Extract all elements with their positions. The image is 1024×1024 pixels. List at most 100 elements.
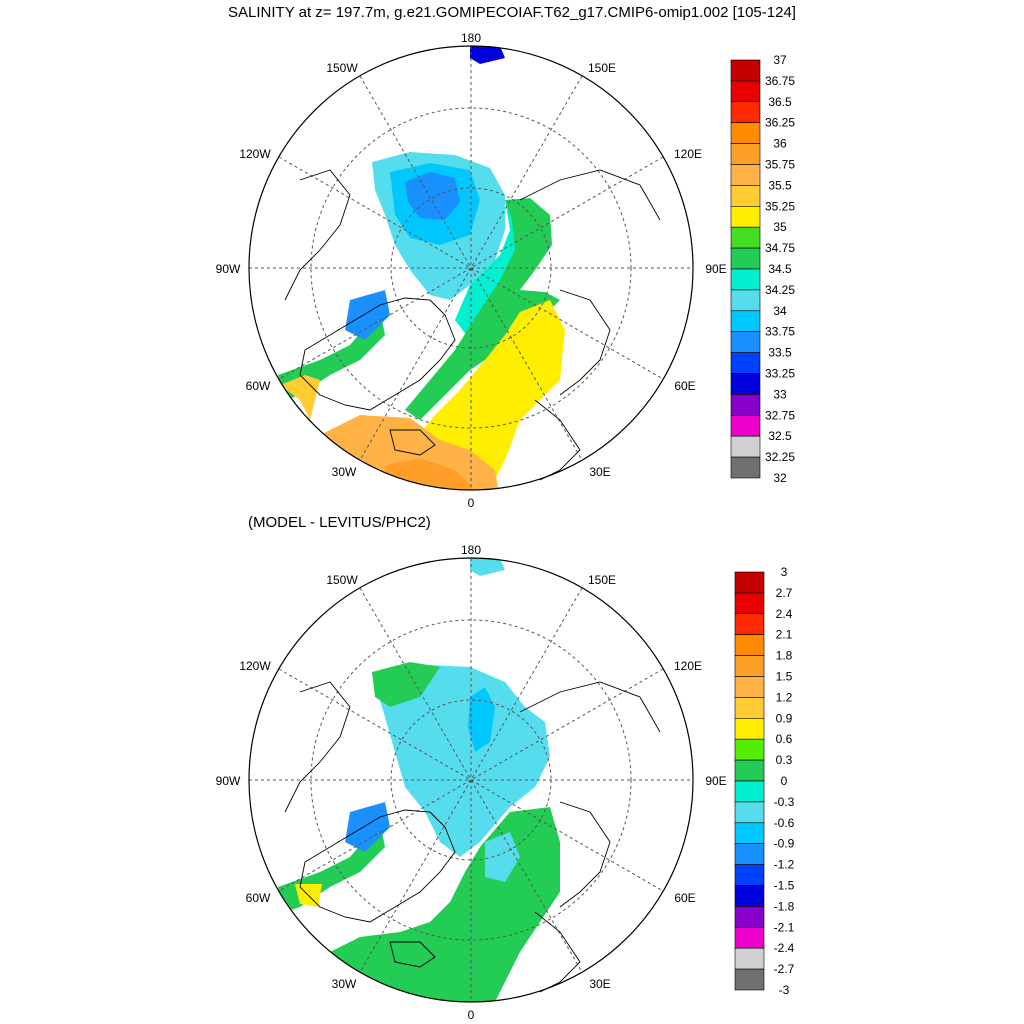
salinity-region-bering <box>470 46 505 64</box>
colorbar-swatch <box>734 592 765 615</box>
diff-region-lomonosov <box>468 687 495 752</box>
colorbar-tick-label: -0.6 <box>774 816 795 830</box>
diff-region-bering <box>470 558 505 576</box>
lon-label-0: 0 <box>468 1008 475 1022</box>
colorbar-tick-label: 36 <box>773 137 787 151</box>
colorbar-swatch <box>730 435 761 458</box>
colorbar-tick-label: -2.4 <box>774 941 795 955</box>
colorbar-tick-label: 0.3 <box>776 753 793 767</box>
colorbar-tick-label: 1.5 <box>776 670 793 684</box>
colorbar-swatch <box>730 122 761 144</box>
colorbar-swatch <box>730 268 761 291</box>
colorbar-tick-label: 0 <box>781 774 788 788</box>
difference-map-panel: 180 0 150W 150E 120W 120E 90W 90E 60W 60… <box>216 543 795 1022</box>
colorbar-swatch <box>734 822 765 844</box>
colorbar-tick-label: 33 <box>773 387 787 401</box>
colorbar-tick-label: -2.1 <box>774 920 795 934</box>
colorbar-swatch <box>734 676 765 698</box>
lon-label-60w: 60W <box>246 891 271 905</box>
colorbar-tick-label: 32.5 <box>768 429 792 443</box>
difference-map-fields <box>278 558 560 1002</box>
colorbar-swatch <box>730 164 761 186</box>
colorbar-tick-label: -2.7 <box>774 962 795 976</box>
colorbar-tick-label: 33.25 <box>765 367 795 381</box>
colorbar-swatch <box>730 143 761 165</box>
colorbar-tick-label: 1.8 <box>776 649 793 663</box>
colorbar-tick-label: 35.75 <box>765 158 795 172</box>
lon-label-150w: 150W <box>326 61 358 75</box>
salinity-region-barents <box>415 300 565 490</box>
salinity-region-laptev <box>405 198 560 420</box>
colorbar-tick-label: 0.6 <box>776 732 793 746</box>
colorbar-swatch <box>734 613 765 636</box>
diff-region-baffin-shelf <box>345 802 390 852</box>
colorbar-swatch <box>730 373 761 395</box>
colorbar-swatch <box>730 226 761 249</box>
colorbar-tick-label: 2.7 <box>776 586 793 600</box>
colorbar-swatch <box>730 185 761 207</box>
colorbar-swatch <box>734 697 765 719</box>
colorbar-tick-label: 32 <box>773 471 787 485</box>
colorbar-tick-label: 0.9 <box>776 711 793 725</box>
colorbar-tick-label: 34 <box>773 304 787 318</box>
colorbar-tick-label: 37 <box>773 53 787 67</box>
salinity-map-panel: 180 0 150W 150E 120W 120E 90W 90E 60W 60… <box>216 31 796 510</box>
lon-label-0: 0 <box>468 496 475 510</box>
colorbar-tick-label: -0.3 <box>774 795 795 809</box>
salinity-region-baffin-shelf <box>345 290 390 340</box>
colorbar-tick-label: -0.9 <box>774 837 795 851</box>
colorbar-tick-label: 33.75 <box>765 325 795 339</box>
colorbar-tick-label: 32.25 <box>765 450 795 464</box>
salinity-map-boundary <box>248 45 694 491</box>
colorbar-swatch <box>730 59 761 82</box>
salinity-colorbar: 37 36.75 36.5 36.25 36 35.75 35.5 35.25 35 34.75 3… <box>730 53 795 485</box>
colorbar-swatch <box>734 801 765 824</box>
colorbar-swatch <box>734 843 765 865</box>
lon-label-60w: 60W <box>246 379 271 393</box>
colorbar-tick-label: -3 <box>779 983 790 997</box>
colorbar-swatch <box>734 864 765 886</box>
colorbar-tick-label: -1.5 <box>774 879 795 893</box>
lon-label-90e: 90E <box>705 262 726 276</box>
diff-region-beaufort-green <box>372 662 440 707</box>
colorbar-swatch <box>734 655 765 677</box>
lon-label-30w: 30W <box>332 465 357 479</box>
lon-label-150w: 150W <box>326 573 358 587</box>
lon-label-180: 180 <box>461 31 481 45</box>
colorbar-tick-label: 33.5 <box>768 346 792 360</box>
colorbar-swatch <box>734 571 765 594</box>
colorbar-tick-label: 3 <box>781 565 788 579</box>
lon-label-90e: 90E <box>705 774 726 788</box>
colorbar-tick-label: 35.25 <box>765 199 795 213</box>
salinity-coastlines <box>284 169 661 481</box>
colorbar-swatch <box>734 968 765 991</box>
lon-label-180: 180 <box>461 543 481 557</box>
colorbar-tick-label: -1.2 <box>774 858 795 872</box>
colorbar-swatch <box>734 780 765 803</box>
colorbar-tick-label: 36.25 <box>765 116 795 130</box>
colorbar-tick-label: 2.1 <box>776 628 793 642</box>
lon-label-120w: 120W <box>239 659 271 673</box>
difference-longitude-labels: 180 0 150W 150E 120W 120E 90W 90E 60W 60… <box>216 543 727 1022</box>
colorbar-tick-label: 35 <box>773 220 787 234</box>
colorbar-tick-label: 2.4 <box>776 607 793 621</box>
lon-label-150e: 150E <box>588 61 616 75</box>
difference-map-boundary <box>248 557 694 1003</box>
salinity-graticule <box>249 46 693 490</box>
colorbar-swatch <box>734 906 765 928</box>
colorbar-swatch <box>734 759 765 782</box>
colorbar-swatch <box>730 414 761 437</box>
lon-label-90w: 90W <box>216 262 241 276</box>
colorbar-swatch <box>730 331 761 353</box>
difference-coastlines <box>284 681 661 993</box>
colorbar-swatch <box>730 101 761 124</box>
lon-label-30w: 30W <box>332 977 357 991</box>
colorbar-swatch <box>734 885 765 907</box>
colorbar-swatch <box>730 352 761 374</box>
colorbar-tick-label: -1.8 <box>774 899 795 913</box>
salinity-longitude-labels: 180 0 150W 150E 120W 120E 90W 90E 60W 60… <box>216 31 727 510</box>
lon-label-120w: 120W <box>239 147 271 161</box>
colorbar-swatch <box>730 247 761 270</box>
colorbar-tick-label: 36.75 <box>765 74 795 88</box>
colorbar-swatch <box>734 926 765 949</box>
